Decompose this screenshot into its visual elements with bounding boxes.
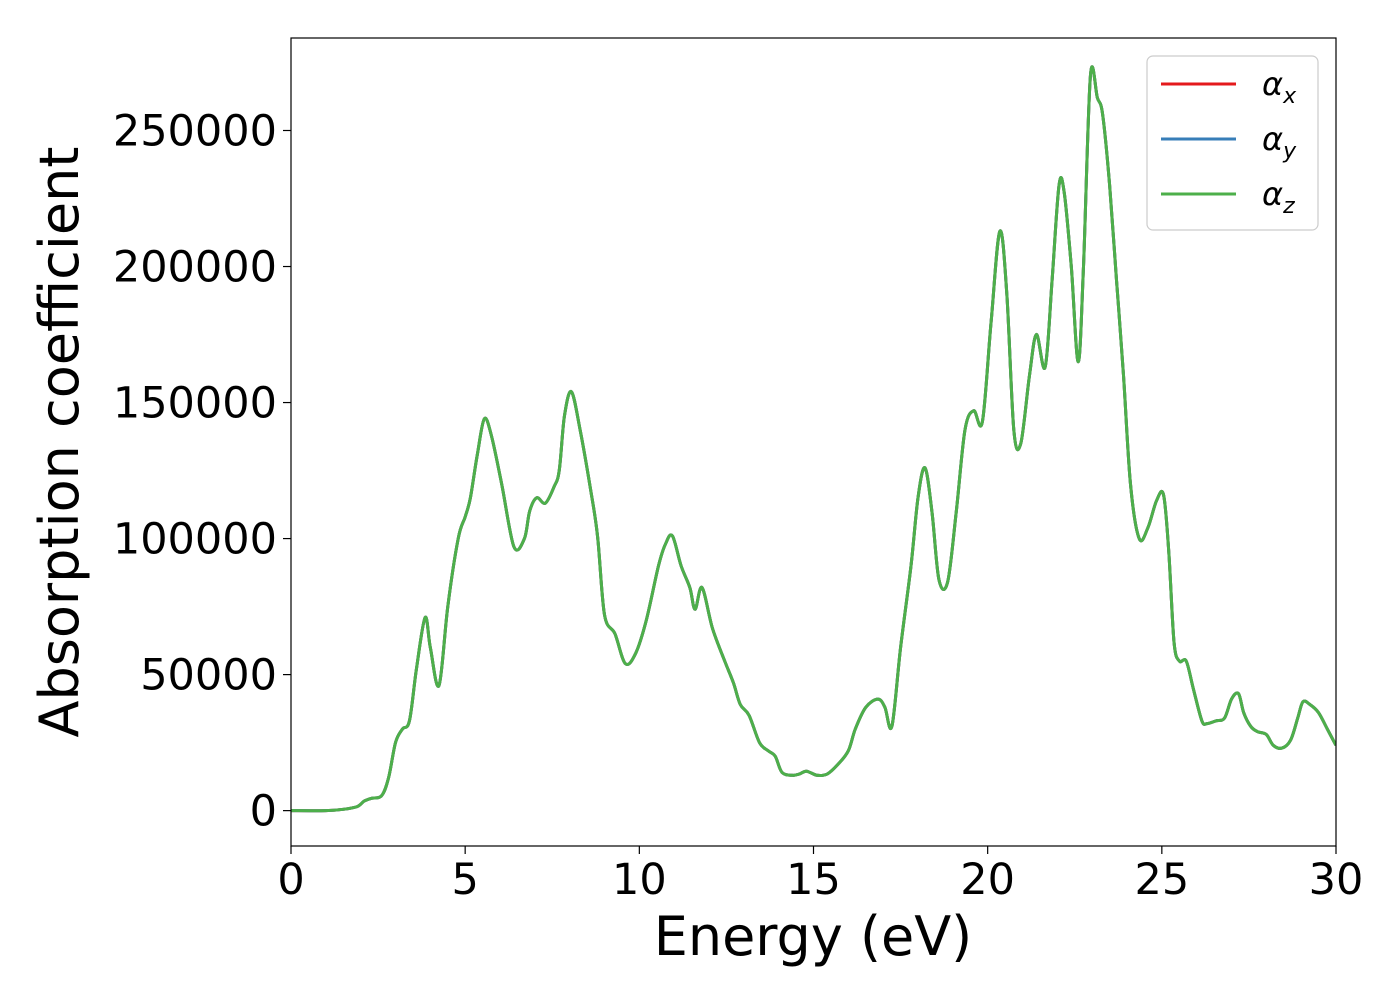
x-tick-label: 30 <box>1309 855 1364 905</box>
y-tick-label: 100000 <box>113 515 277 565</box>
y-tick-label: 200000 <box>113 243 277 293</box>
x-tick-label: 10 <box>612 855 667 905</box>
x-tick-label: 25 <box>1134 855 1189 905</box>
x-axis-label: Energy (eV) <box>654 905 973 968</box>
x-tick-label: 15 <box>786 855 841 905</box>
series-line-z <box>291 65 1336 813</box>
y-tick-label: 50000 <box>140 651 277 701</box>
y-axis-label: Absorption coefficient <box>28 147 91 738</box>
x-tick-label: 20 <box>960 855 1015 905</box>
legend-box <box>1146 55 1319 231</box>
x-tick-label: 5 <box>451 855 478 905</box>
y-tick-label: 150000 <box>113 379 277 429</box>
x-axis: 0 5 10 15 20 25 30 <box>277 846 1363 905</box>
y-axis: 0 50000 100000 150000 200000 250000 <box>113 106 291 837</box>
series-layer <box>291 65 1336 813</box>
plot-area <box>291 65 1336 813</box>
y-tick-label: 0 <box>250 787 277 837</box>
x-tick-label: 0 <box>277 855 304 905</box>
y-tick-label: 250000 <box>113 106 277 156</box>
